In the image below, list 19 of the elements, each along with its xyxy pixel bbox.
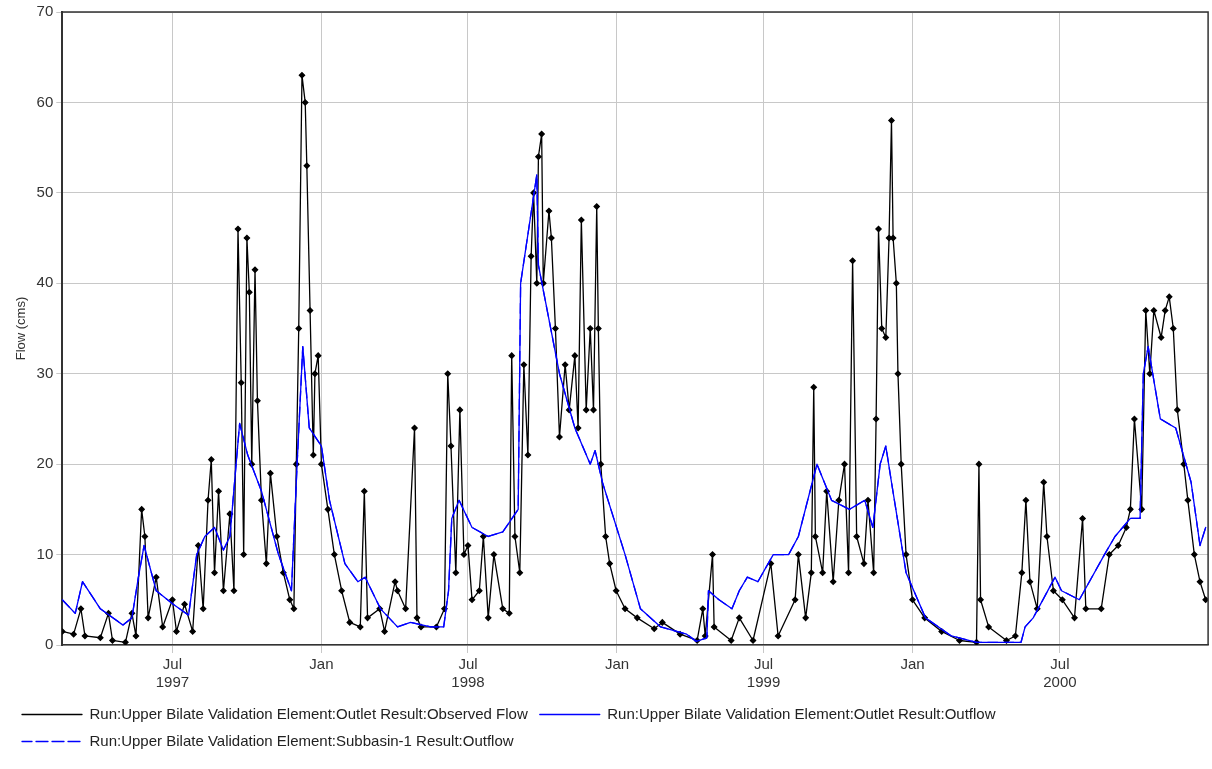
legend-label: Run:Upper Bilate Validation Element:Outlet Result:Outflow [607, 704, 996, 722]
x-tick-label: Jul 1997 [155, 655, 190, 691]
y-tick-label: 10 [36, 544, 54, 562]
legend-label: Run:Upper Bilate Validation Element:Subbasin-1 Result:Outflow [89, 731, 514, 749]
y-tick-label: 70 [36, 2, 54, 20]
x-tick-label: Jul 2000 [1043, 655, 1077, 691]
y-tick-label: 20 [36, 454, 54, 472]
y-tick-label: 60 [36, 92, 54, 110]
x-tick-label: Jan [604, 655, 630, 673]
x-tick-label: Jul 1998 [451, 655, 485, 691]
legend-label: Run:Upper Bilate Validation Element:Outlet Result:Observed Flow [89, 704, 528, 722]
y-tick-label: 50 [36, 183, 54, 200]
y-tick-label: 40 [36, 273, 54, 291]
x-tick-label: Jul 1999 [746, 655, 781, 691]
x-tick-label: Jan [309, 655, 334, 673]
y-axis-title: Flow (cms) [13, 296, 29, 361]
y-tick-label: 0 [44, 635, 54, 653]
x-tick-label: Jan [900, 655, 925, 673]
y-tick-label: 30 [36, 363, 54, 381]
